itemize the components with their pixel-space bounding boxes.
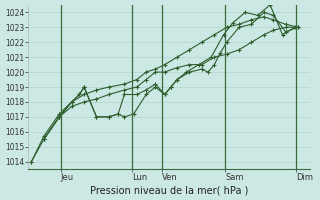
X-axis label: Pression niveau de la mer( hPa ): Pression niveau de la mer( hPa ) [90, 185, 249, 195]
